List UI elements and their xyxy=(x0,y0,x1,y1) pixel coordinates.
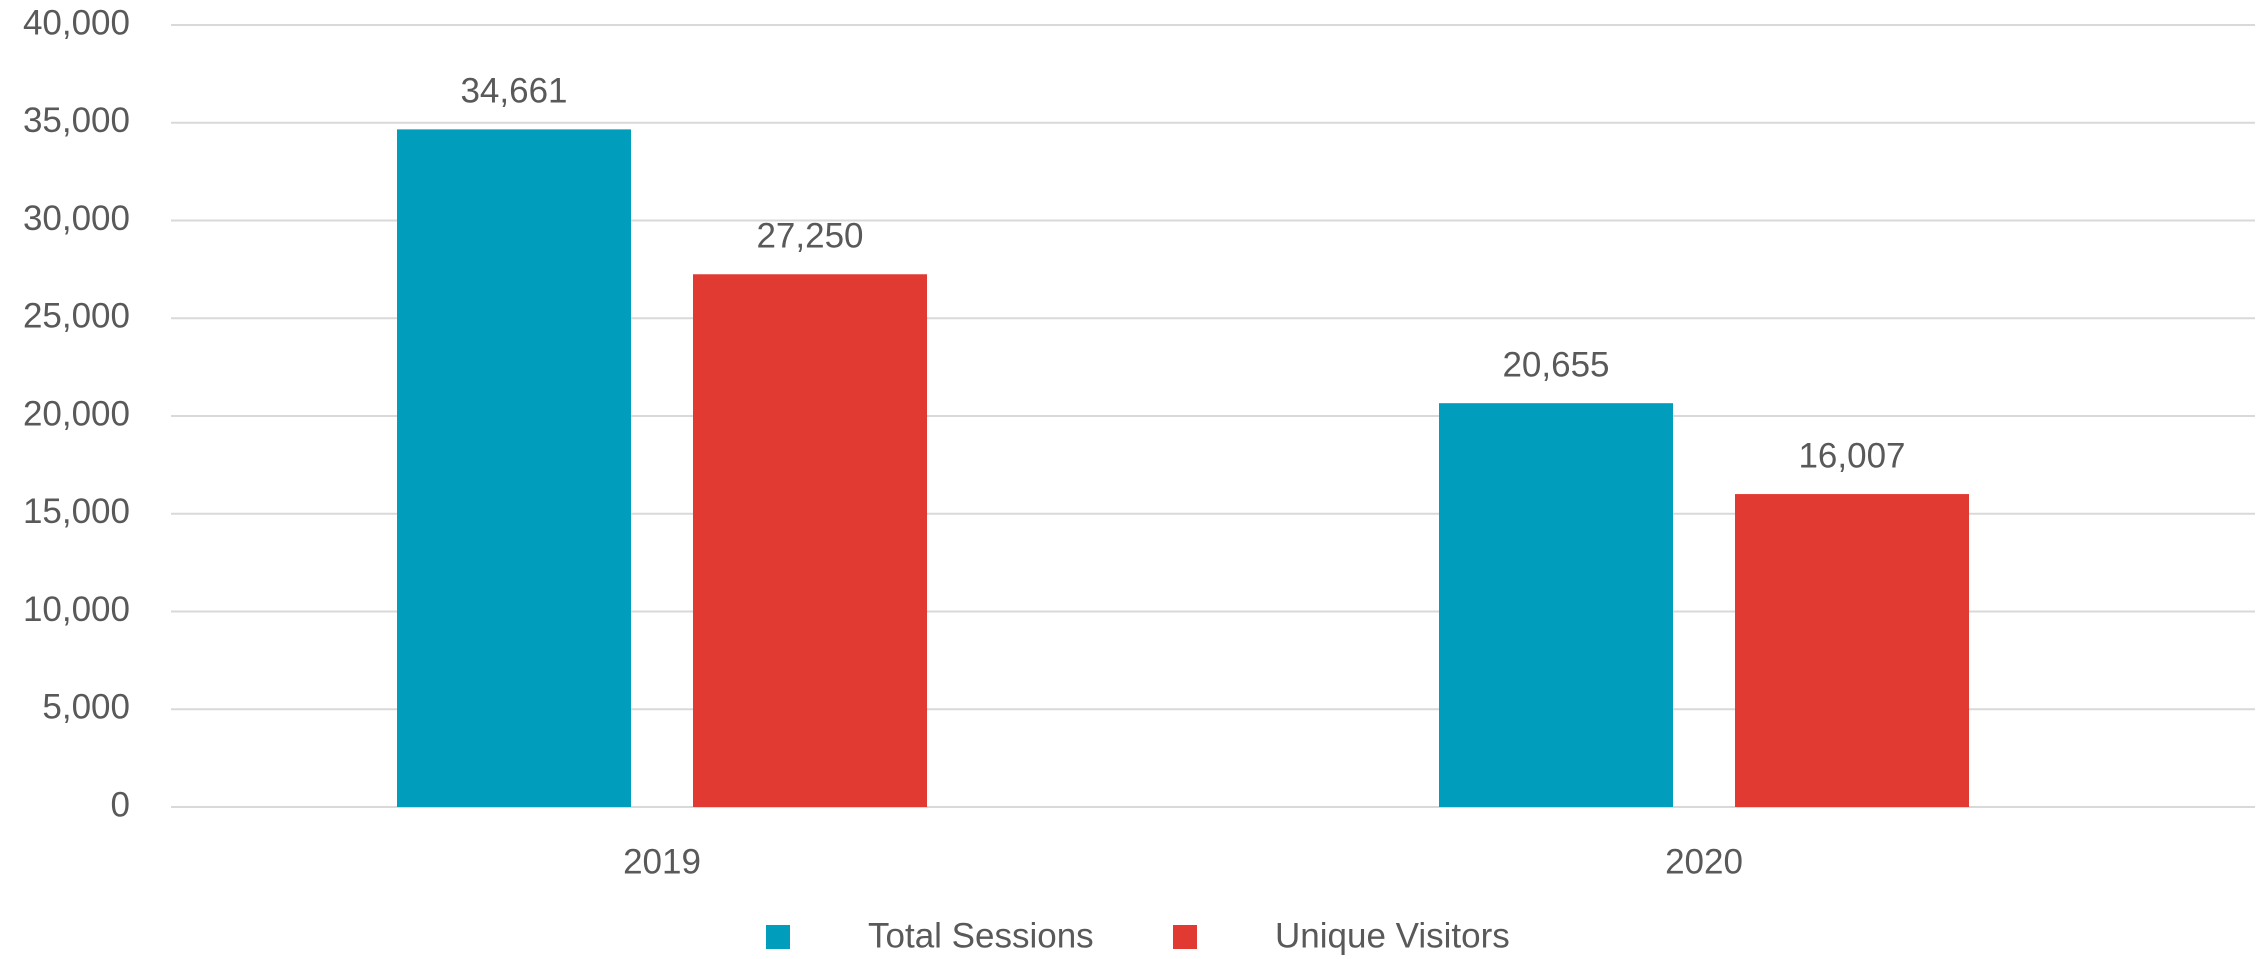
legend-label: Unique Visitors xyxy=(1275,916,1510,955)
y-tick-label: 25,000 xyxy=(23,297,130,336)
bar xyxy=(397,129,631,808)
legend-swatch xyxy=(1173,925,1197,949)
data-label: 20,655 xyxy=(1502,345,1609,384)
y-tick-label: 10,000 xyxy=(23,590,130,629)
data-label: 34,661 xyxy=(460,72,567,111)
y-tick-label: 5,000 xyxy=(42,688,130,727)
x-tick-label: 2019 xyxy=(623,842,701,881)
bar xyxy=(1439,403,1673,807)
legend-label: Total Sessions xyxy=(868,916,1094,955)
x-tick-label: 2020 xyxy=(1665,842,1743,881)
y-tick-label: 30,000 xyxy=(23,199,130,238)
legend-swatch xyxy=(766,925,790,949)
y-tick-label: 40,000 xyxy=(23,3,130,42)
y-tick-label: 0 xyxy=(111,785,130,824)
y-tick-label: 20,000 xyxy=(23,394,130,433)
data-label: 27,250 xyxy=(756,217,863,256)
y-tick-label: 15,000 xyxy=(23,492,130,531)
bar xyxy=(1735,494,1969,807)
bar xyxy=(693,274,927,807)
data-label: 16,007 xyxy=(1798,436,1905,475)
y-tick-label: 35,000 xyxy=(23,101,130,140)
